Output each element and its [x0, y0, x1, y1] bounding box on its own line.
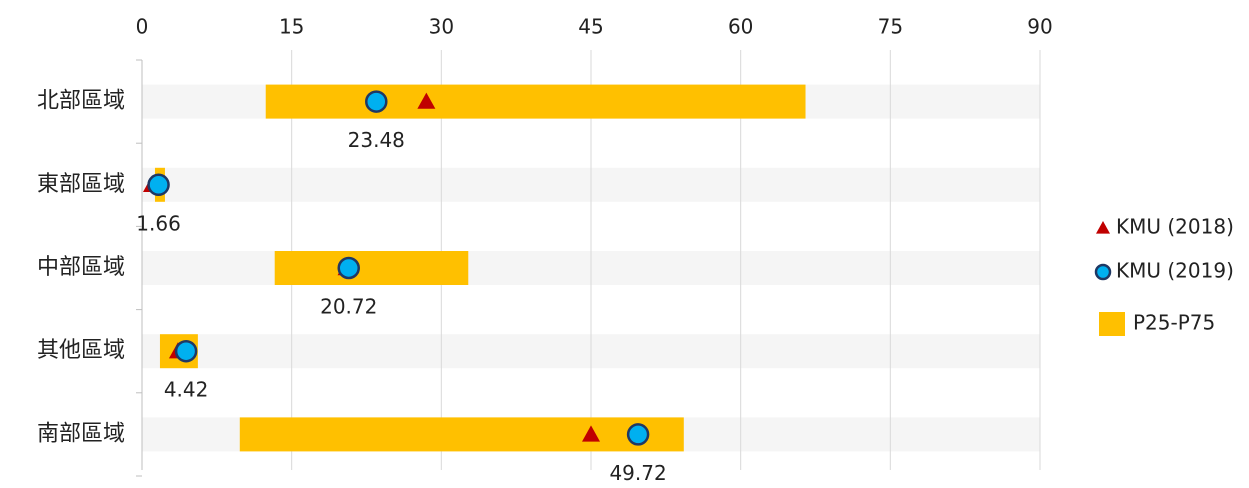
category-label: 中部區域	[37, 255, 125, 280]
x-tick-label: 30	[429, 15, 454, 39]
data-label: 4.42	[164, 378, 209, 402]
legend-swatch	[1099, 312, 1125, 336]
marker-2019	[365, 90, 388, 113]
x-tick-label: 15	[279, 15, 304, 39]
legend-label: P25-P75	[1133, 311, 1215, 335]
legend-label: KMU (2019)	[1116, 259, 1234, 283]
x-tick-label: 90	[1027, 15, 1052, 39]
category-label: 北部區域	[37, 89, 125, 114]
x-tick-label: 75	[878, 15, 903, 39]
legend-swatch	[1094, 263, 1112, 281]
data-label: 23.48	[348, 128, 405, 152]
marker-2018	[417, 92, 436, 109]
category-label: 其他區域	[37, 338, 125, 363]
range-bar	[239, 417, 684, 452]
marker-2019	[147, 173, 170, 197]
marker-2019	[626, 423, 650, 446]
x-tick-label: 45	[578, 15, 603, 39]
legend-label: KMU (2018)	[1116, 215, 1234, 239]
marker-2019	[337, 256, 360, 280]
x-tick-label: 0	[136, 15, 149, 39]
marker-2019	[174, 339, 198, 363]
x-tick-label: 60	[728, 15, 753, 39]
range-bar	[274, 251, 469, 285]
legend-swatch	[1096, 221, 1110, 234]
data-label: 1.66	[136, 211, 181, 235]
data-label: 20.72	[320, 295, 377, 319]
data-label: 49.72	[609, 461, 666, 484]
range-bar	[265, 84, 806, 119]
marker-2018	[582, 425, 600, 442]
category-label: 南部區域	[37, 421, 125, 446]
category-label: 東部區域	[37, 172, 125, 197]
